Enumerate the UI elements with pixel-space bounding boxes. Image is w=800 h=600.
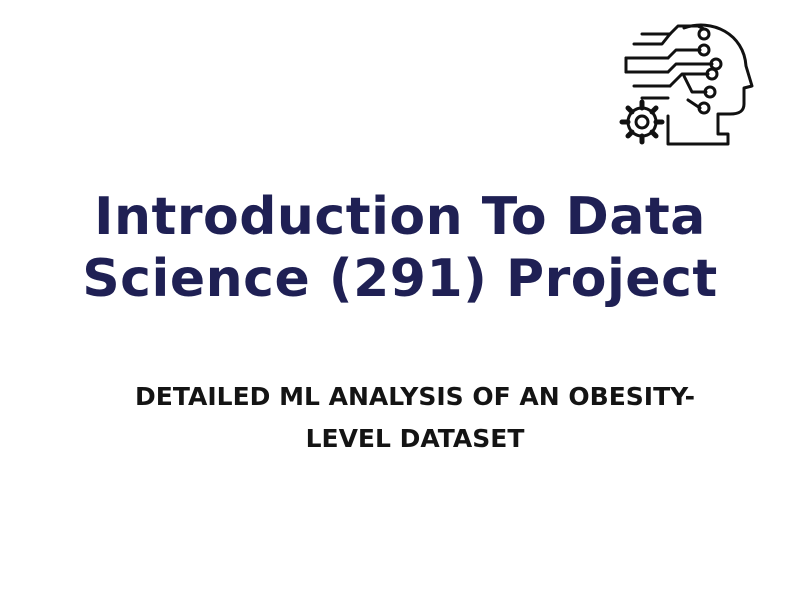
page-title: Introduction To Data Science (291) Proje… <box>40 186 760 310</box>
circuit-node <box>705 67 719 81</box>
head-outline <box>666 23 754 146</box>
circuit-trace <box>666 62 714 74</box>
circuit-trace <box>624 56 634 74</box>
page-subtitle: DETAILED ML ANALYSIS OF AN OBESITY- LEVE… <box>40 376 790 460</box>
circuit-node <box>709 57 723 71</box>
gear-icon <box>619 99 665 145</box>
circuit-trace <box>682 74 708 94</box>
circuit-trace <box>666 48 702 60</box>
circuit-node <box>697 43 711 57</box>
subtitle-line-2: LEVEL DATASET <box>305 424 525 453</box>
circuit-trace <box>668 72 710 88</box>
circuit-node <box>697 101 711 115</box>
circuit-trace <box>632 32 672 46</box>
circuit-trace <box>668 24 706 36</box>
ai-head-circuit-gear-icon <box>619 23 754 146</box>
subtitle-line-1: DETAILED ML ANALYSIS OF AN OBESITY- <box>135 382 695 411</box>
title-line-2: Science (291) Project <box>82 249 718 309</box>
title-line-1: Introduction To Data <box>94 187 706 247</box>
circuit-node <box>703 85 717 99</box>
